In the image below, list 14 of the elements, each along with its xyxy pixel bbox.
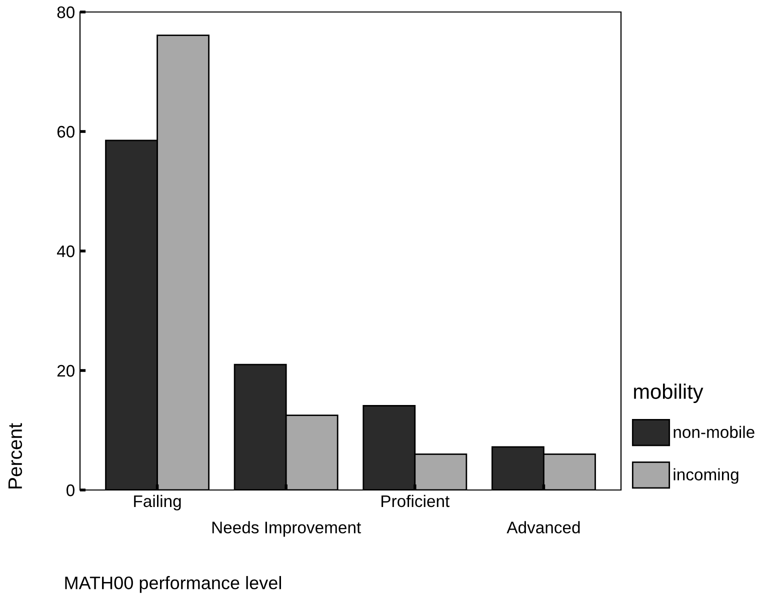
y-tick-label: 20	[57, 364, 74, 377]
x-axis-title: MATH00 performance level	[65, 576, 281, 593]
x-tick-label: Failing	[134, 494, 181, 510]
x-tick-label: Needs Improvement	[212, 521, 362, 537]
x-tick-label: Proficient	[382, 494, 450, 508]
y-axis-title: Percent	[8, 423, 22, 488]
y-tick-label: 60	[57, 126, 74, 138]
x-tick-label: Advanced	[506, 521, 580, 534]
y-tick-label: 40	[56, 245, 74, 258]
legend-title: mobility	[634, 384, 704, 404]
y-tick-label: 80	[57, 6, 74, 18]
y-tick-label: 0	[66, 484, 74, 496]
legend-label: incoming	[674, 468, 738, 484]
legend-label: non-mobile	[674, 426, 754, 438]
